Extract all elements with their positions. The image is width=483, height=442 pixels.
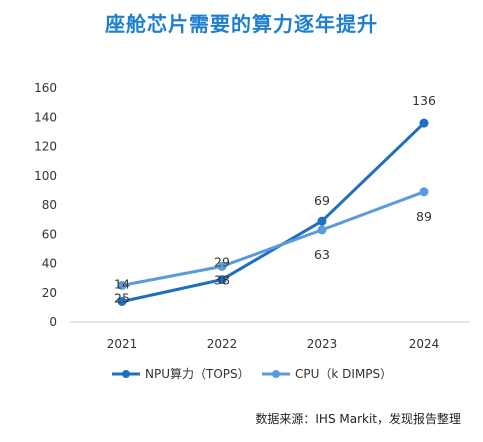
series-lines — [121, 122, 426, 303]
data-point — [217, 261, 227, 271]
data-label: 69 — [314, 193, 330, 208]
y-tick-label: 120 — [34, 140, 57, 154]
data-label: 25 — [114, 290, 130, 305]
x-axis-ticks: 2021 2022 2023 2024 — [107, 337, 440, 351]
data-point — [217, 275, 227, 285]
legend: NPU算力（TOPS） CPU（k DIMPS） — [112, 366, 392, 381]
y-tick-label: 60 — [42, 227, 57, 241]
x-tick-label: 2021 — [107, 337, 138, 351]
x-tick-label: 2024 — [409, 337, 440, 351]
chart-title: 座舱芯片需要的算力逐年提升 — [105, 12, 378, 36]
y-tick-label: 0 — [49, 315, 57, 329]
data-point — [117, 297, 127, 306]
legend-label: NPU算力（TOPS） — [145, 366, 250, 381]
data-label: 14 — [114, 277, 130, 292]
data-point — [317, 225, 327, 235]
legend-swatch-marker — [122, 370, 130, 378]
data-point — [419, 118, 429, 128]
y-tick-label: 20 — [42, 286, 57, 300]
y-tick-label: 100 — [34, 169, 57, 183]
series-line-0 — [121, 122, 426, 303]
series-line-1 — [121, 190, 425, 287]
data-label: 89 — [416, 209, 432, 224]
data-point — [419, 187, 429, 197]
y-axis-ticks: 0 20 40 60 80 100 120 140 160 — [34, 81, 57, 329]
data-point — [317, 216, 327, 226]
data-point — [117, 280, 127, 290]
y-tick-label: 40 — [42, 257, 57, 271]
data-label: 38 — [214, 272, 230, 287]
source-note: 数据来源：IHS Markit，发现报告整理 — [255, 412, 461, 426]
y-tick-label: 140 — [34, 110, 57, 124]
x-tick-label: 2023 — [307, 337, 338, 351]
y-tick-label: 160 — [34, 81, 57, 95]
data-label: 63 — [314, 247, 330, 262]
legend-label: CPU（k DIMPS） — [295, 367, 392, 381]
data-label: 29 — [214, 255, 230, 270]
y-tick-label: 80 — [42, 198, 57, 212]
x-tick-label: 2022 — [207, 337, 238, 351]
series-points — [117, 118, 429, 306]
legend-swatch-marker — [272, 370, 280, 378]
data-label: 136 — [412, 93, 436, 108]
